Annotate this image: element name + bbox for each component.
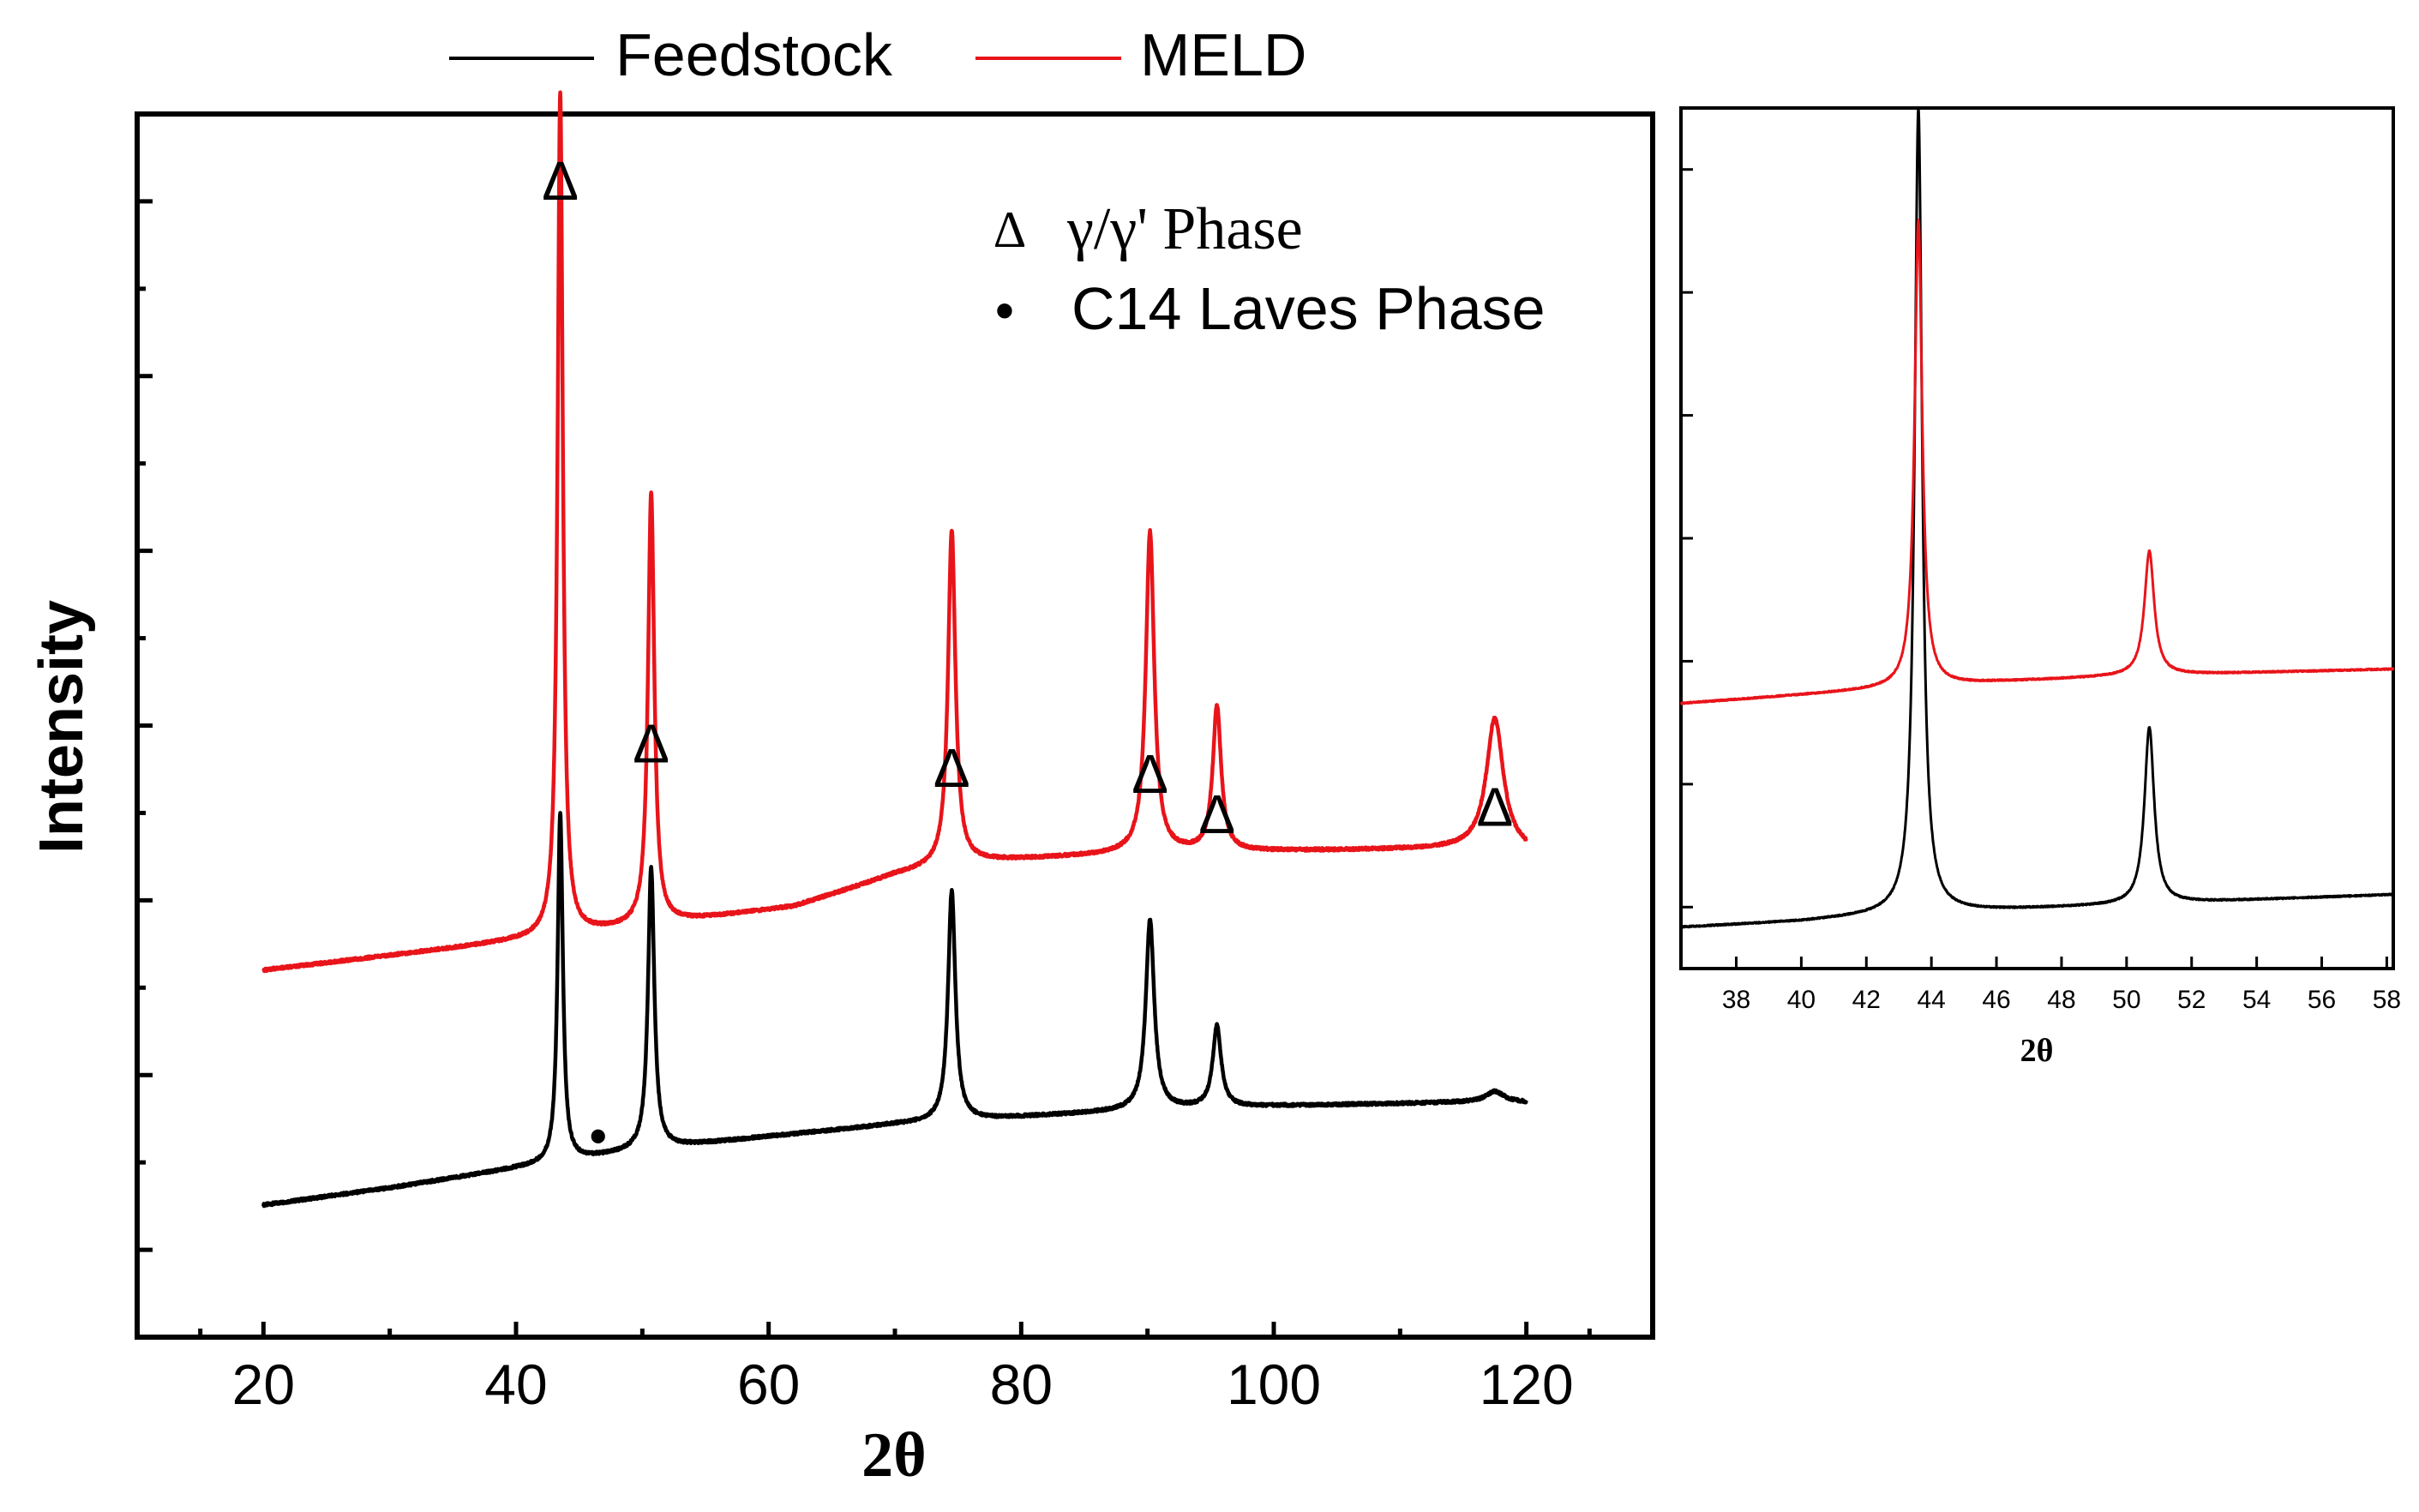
main-y-ticks [137,199,153,1252]
laves-phase-label: C14 Laves Phase [1071,275,1546,342]
main-x-tick-label: 100 [1227,1353,1321,1416]
inset-x-tick-label: 38 [1722,986,1750,1014]
main-y-axis-label: Intensity [27,600,96,854]
main-x-tick-label: 40 [484,1353,547,1416]
inset-x-tick-label: 44 [1917,986,1945,1014]
inset-x-tick-label: 56 [2308,986,2336,1014]
inset-x-axis-label: 2θ [2020,1033,2054,1069]
legend-label-meld: MELD [1140,21,1306,88]
inset-x-tick-label: 58 [2373,986,2401,1014]
gamma-peak-marker: Δ [1131,743,1168,805]
gamma-phase-label: γ/γ' Phase [1066,196,1303,262]
inset-series-feedstock [1679,107,2395,929]
main-peak-markers: ΔΔ Δ ΔΔ Δ• [542,150,1513,1165]
main-x-ticks: 20 40 60 80 100 120 [198,1322,1592,1416]
inset-series [1679,107,2395,929]
gamma-peak-marker: Δ [1198,783,1235,845]
inset-x-tick-label: 48 [2047,986,2075,1014]
main-x-tick-label: 20 [232,1353,295,1416]
inset-panel: 38 40 42 44 46 48 50 52 54 56 58 2θ [1679,106,2401,1069]
gamma-peak-marker: Δ [633,712,669,774]
main-x-tick-label: 60 [737,1353,800,1416]
laves-phase-marker: • [995,279,1014,341]
inset-plot-frame [1679,106,2395,970]
laves-peak-marker: • [589,1107,607,1165]
gamma-peak-marker: Δ [933,737,970,799]
main-x-tick-label: 120 [1480,1353,1574,1416]
inset-x-tick-label: 40 [1787,986,1816,1014]
legend: Feedstock MELD [449,21,1306,88]
legend-label-feedstock: Feedstock [615,21,893,88]
inset-x-tick-label: 50 [2112,986,2140,1014]
inset-series-meld [1679,219,2395,705]
main-series [261,90,1528,1209]
main-series-feedstock [261,811,1528,1209]
inset-x-tick-label: 54 [2242,986,2271,1014]
gamma-phase-marker: Δ [993,201,1027,258]
main-series-meld [261,90,1528,974]
inset-x-tick-label: 52 [2177,986,2206,1014]
phase-annotation: Δ γ/γ' Phase • C14 Laves Phase [993,196,1546,342]
inset-x-tick-label: 42 [1852,986,1881,1014]
main-x-axis-label: 2θ [861,1420,927,1491]
inset-x-tick-label: 46 [1982,986,2010,1014]
gamma-peak-marker: Δ [542,150,579,212]
gamma-peak-marker: Δ [1476,777,1513,838]
inset-y-ticks [1681,168,1693,909]
main-panel: 20 40 60 80 100 120 ΔΔ Δ ΔΔ Δ• 2θ Intensity Δ γ/… [27,90,1655,1491]
main-x-tick-label: 80 [990,1353,1053,1416]
inset-x-ticks: 38 40 42 44 46 48 50 52 54 56 58 [1722,957,2401,1014]
